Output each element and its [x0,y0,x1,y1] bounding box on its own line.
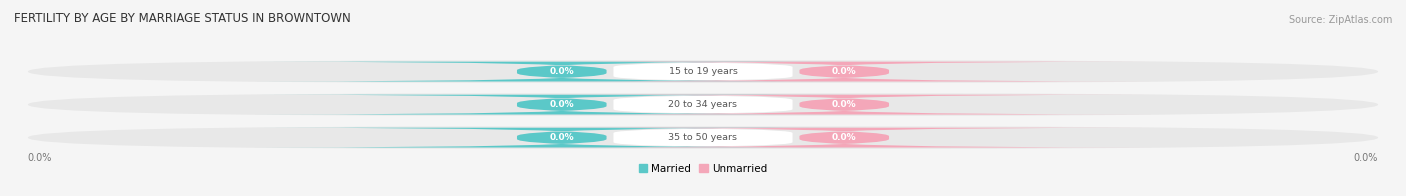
Text: 0.0%: 0.0% [550,67,574,76]
Text: 0.0%: 0.0% [550,100,574,109]
FancyBboxPatch shape [28,126,1378,149]
Text: 20 to 34 years: 20 to 34 years [668,100,738,109]
FancyBboxPatch shape [256,95,869,114]
FancyBboxPatch shape [28,93,1378,116]
FancyBboxPatch shape [256,128,869,148]
FancyBboxPatch shape [537,128,1152,148]
FancyBboxPatch shape [537,95,1152,114]
Text: 0.0%: 0.0% [832,100,856,109]
Text: 0.0%: 0.0% [832,133,856,142]
Text: 0.0%: 0.0% [28,153,52,163]
Text: 0.0%: 0.0% [1354,153,1378,163]
Text: 0.0%: 0.0% [550,133,574,142]
FancyBboxPatch shape [537,62,1152,82]
Text: 0.0%: 0.0% [832,67,856,76]
FancyBboxPatch shape [256,62,869,82]
Legend: Married, Unmarried: Married, Unmarried [634,160,772,178]
FancyBboxPatch shape [28,60,1378,83]
Text: 35 to 50 years: 35 to 50 years [668,133,738,142]
FancyBboxPatch shape [586,62,820,81]
FancyBboxPatch shape [586,128,820,147]
Text: 15 to 19 years: 15 to 19 years [669,67,737,76]
Text: Source: ZipAtlas.com: Source: ZipAtlas.com [1288,15,1392,25]
Text: FERTILITY BY AGE BY MARRIAGE STATUS IN BROWNTOWN: FERTILITY BY AGE BY MARRIAGE STATUS IN B… [14,12,352,25]
FancyBboxPatch shape [586,95,820,114]
